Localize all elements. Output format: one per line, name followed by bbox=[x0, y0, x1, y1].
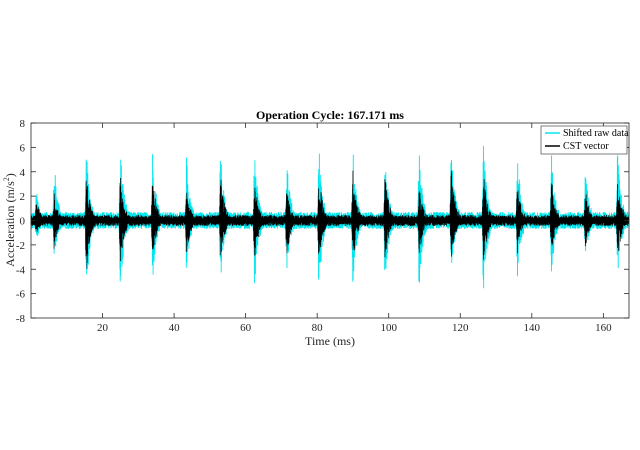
y-tick-label: -6 bbox=[16, 289, 26, 301]
x-tick-label: 140 bbox=[524, 322, 541, 334]
y-tick-label: 0 bbox=[20, 216, 26, 228]
y-tick-label: 4 bbox=[20, 167, 26, 179]
x-tick-label: 100 bbox=[380, 322, 397, 334]
y-axis-label: Acceleration (m/s2) bbox=[2, 173, 17, 267]
y-axis-label-tail: ) bbox=[3, 173, 17, 177]
y-tick-label: 2 bbox=[20, 191, 26, 203]
x-ticks: 20 40 60 80 100 120 140 160 bbox=[97, 123, 612, 334]
x-tick-label: 120 bbox=[452, 322, 469, 334]
y-axis-label-sup: 2 bbox=[2, 177, 11, 181]
y-ticks: -8 -6 -4 -2 0 2 4 6 8 bbox=[16, 118, 629, 325]
series-line-shifted-raw-data bbox=[30, 145, 630, 289]
legend-label-cst-vector: CST vector bbox=[563, 141, 609, 152]
x-tick-label: 40 bbox=[169, 322, 181, 334]
series-line-cst-vector bbox=[30, 170, 630, 270]
chart-title: Operation Cycle: 167.171 ms bbox=[256, 108, 404, 122]
series-layer bbox=[30, 145, 630, 289]
y-tick-label: 8 bbox=[20, 118, 26, 130]
x-tick-label: 20 bbox=[97, 322, 109, 334]
y-tick-label: -4 bbox=[16, 264, 26, 276]
y-tick-label: -2 bbox=[16, 240, 25, 252]
legend-box bbox=[540, 125, 628, 155]
x-tick-label: 60 bbox=[240, 322, 252, 334]
x-tick-label: 160 bbox=[595, 322, 612, 334]
x-axis-label: Time (ms) bbox=[305, 334, 355, 348]
y-axis-label-main: Acceleration (m/s bbox=[3, 181, 17, 267]
legend-label-shifted-raw-data: Shifted raw data bbox=[563, 128, 629, 139]
y-tick-label: 6 bbox=[20, 142, 26, 154]
x-tick-label: 80 bbox=[312, 322, 324, 334]
legend: Shifted raw data CST vector bbox=[540, 125, 629, 155]
y-tick-label: -8 bbox=[16, 313, 26, 325]
